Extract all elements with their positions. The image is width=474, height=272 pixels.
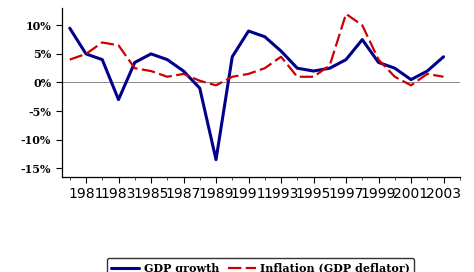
Inflation (GDP deflator): [164, 75, 170, 78]
Inflation (GDP deflator): [148, 69, 154, 73]
GDP growth: [327, 67, 333, 70]
Inflation (GDP deflator): [246, 72, 251, 76]
Inflation (GDP deflator): [310, 75, 316, 78]
GDP growth: [132, 61, 137, 64]
GDP growth: [441, 55, 447, 58]
Inflation (GDP deflator): [441, 75, 447, 78]
Inflation (GDP deflator): [67, 58, 73, 61]
GDP growth: [424, 69, 430, 73]
GDP growth: [294, 67, 300, 70]
GDP growth: [181, 69, 186, 73]
Inflation (GDP deflator): [262, 67, 268, 70]
GDP growth: [278, 50, 284, 53]
GDP growth: [197, 86, 202, 90]
GDP growth: [67, 27, 73, 30]
GDP growth: [359, 38, 365, 41]
Inflation (GDP deflator): [359, 24, 365, 27]
GDP growth: [100, 58, 105, 61]
Line: Inflation (GDP deflator): Inflation (GDP deflator): [70, 14, 444, 85]
Inflation (GDP deflator): [343, 12, 349, 16]
Inflation (GDP deflator): [181, 72, 186, 76]
Inflation (GDP deflator): [392, 75, 398, 78]
GDP growth: [213, 158, 219, 161]
GDP growth: [246, 29, 251, 33]
GDP growth: [310, 69, 316, 73]
GDP growth: [408, 78, 414, 81]
GDP growth: [116, 98, 121, 101]
GDP growth: [392, 67, 398, 70]
Inflation (GDP deflator): [424, 72, 430, 76]
Line: GDP growth: GDP growth: [70, 28, 444, 160]
GDP growth: [229, 55, 235, 58]
Legend: GDP growth, Inflation (GDP deflator): GDP growth, Inflation (GDP deflator): [107, 258, 414, 272]
Inflation (GDP deflator): [116, 44, 121, 47]
GDP growth: [376, 61, 382, 64]
Inflation (GDP deflator): [278, 55, 284, 58]
Inflation (GDP deflator): [100, 41, 105, 44]
Inflation (GDP deflator): [213, 84, 219, 87]
GDP growth: [343, 58, 349, 61]
Inflation (GDP deflator): [408, 84, 414, 87]
Inflation (GDP deflator): [376, 58, 382, 61]
Inflation (GDP deflator): [229, 75, 235, 78]
GDP growth: [164, 58, 170, 61]
Inflation (GDP deflator): [327, 64, 333, 67]
Inflation (GDP deflator): [132, 67, 137, 70]
Inflation (GDP deflator): [197, 79, 202, 82]
Inflation (GDP deflator): [83, 52, 89, 55]
GDP growth: [83, 52, 89, 55]
GDP growth: [148, 52, 154, 55]
Inflation (GDP deflator): [294, 75, 300, 78]
GDP growth: [262, 35, 268, 38]
